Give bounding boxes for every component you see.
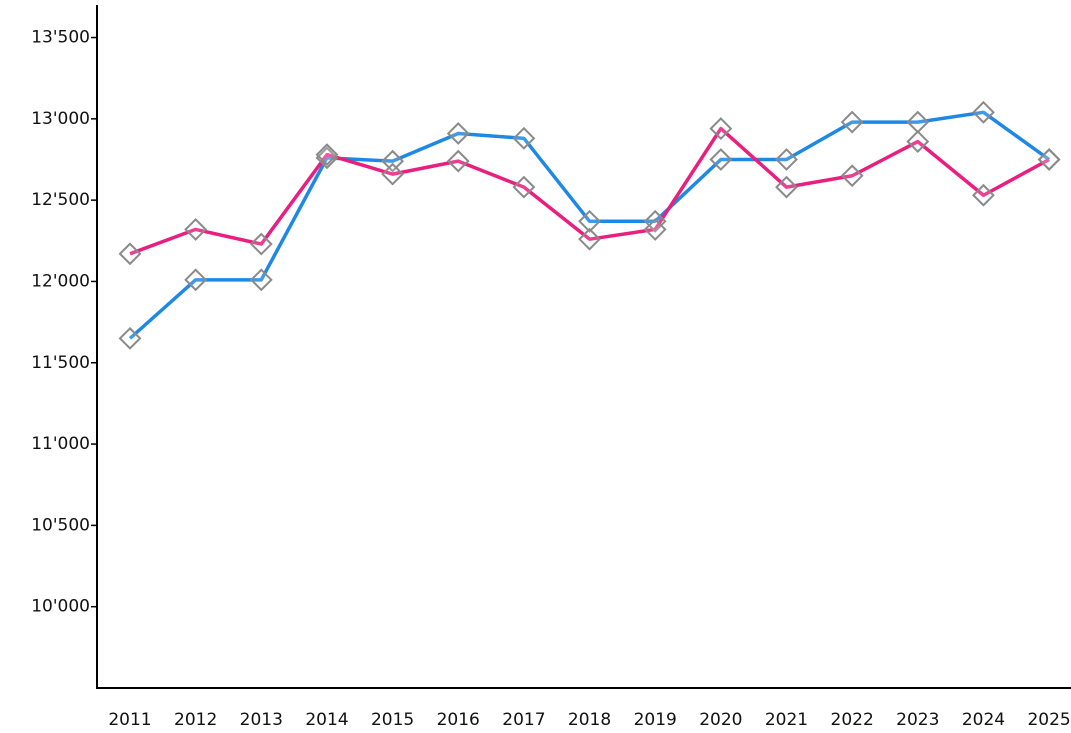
series-line [129, 126, 1050, 256]
marker [775, 175, 798, 199]
marker [118, 242, 142, 266]
marker [249, 268, 273, 292]
marker [381, 162, 405, 186]
marker [775, 148, 798, 171]
x-tick-label: 2015 [371, 710, 414, 730]
marker [972, 183, 995, 207]
x-tick-label: 2024 [962, 710, 1005, 730]
x-tick-label: 2021 [765, 710, 808, 730]
marker [906, 130, 930, 154]
marker [643, 218, 667, 241]
marker [315, 146, 339, 170]
marker [709, 117, 733, 141]
x-tick-label: 2012 [174, 710, 217, 730]
marker [446, 122, 470, 145]
y-tick-label: 10'000 [31, 597, 90, 617]
x-tick-label: 2019 [634, 710, 677, 730]
y-tick-label: 13'000 [31, 109, 90, 129]
marker [381, 149, 405, 173]
y-tick-label: 11'000 [31, 434, 90, 454]
x-tick-label: 2022 [831, 710, 874, 730]
x-tick-label: 2014 [305, 710, 348, 730]
marker [578, 227, 601, 251]
x-tick-label: 2013 [240, 710, 283, 730]
marker [840, 164, 864, 188]
y-tick-label: 10'500 [31, 515, 90, 535]
marker [709, 148, 733, 171]
marker [249, 232, 273, 256]
marker [118, 326, 142, 350]
marker [184, 268, 208, 292]
marker [972, 100, 995, 124]
y-tick-label: 11'500 [31, 353, 90, 373]
marker [1037, 148, 1061, 171]
marker [446, 149, 470, 173]
x-tick-label: 2025 [1027, 710, 1070, 730]
marker [906, 110, 930, 134]
x-tick-label: 2016 [437, 710, 480, 730]
y-tick-label: 13'500 [31, 28, 90, 48]
x-tick-label: 2020 [699, 710, 742, 730]
marker [184, 218, 208, 241]
marker [643, 209, 667, 233]
marker [578, 209, 601, 233]
marker [840, 110, 864, 134]
x-tick-label: 2017 [502, 710, 545, 730]
x-tick-label: 2023 [896, 710, 939, 730]
marker [512, 175, 536, 199]
marker [315, 143, 339, 167]
y-tick-label: 12'500 [31, 190, 90, 210]
marker [512, 126, 536, 150]
series-line [128, 110, 1051, 340]
x-tick-label: 2018 [568, 710, 611, 730]
x-tick-label: 2011 [108, 710, 151, 730]
y-tick-label: 12'000 [31, 271, 90, 291]
